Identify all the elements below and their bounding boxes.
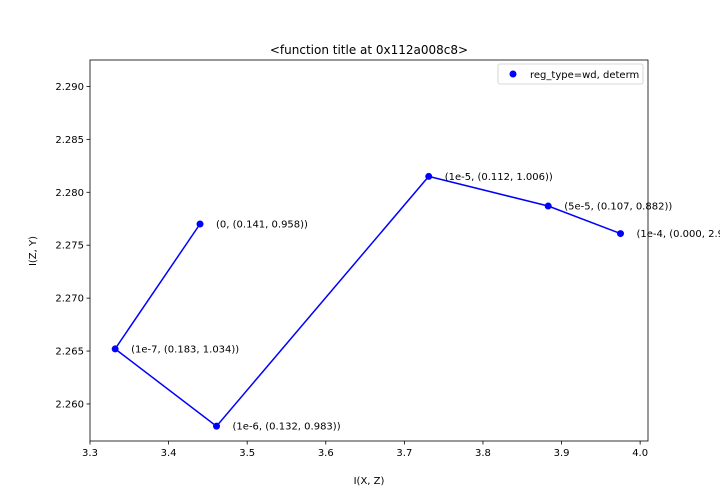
series-line (114, 175, 621, 428)
legend: reg_type=wd, determ (497, 63, 644, 85)
data-point (196, 220, 204, 228)
y-tick-label: 2.260 (55, 399, 84, 410)
point-annotation: (1e-6, (0.132, 0.983)) (233, 422, 341, 433)
y-tick-label: 2.285 (55, 135, 84, 146)
point-labels: (0, (0.141, 0.958)) (1e-7, (0.183, 1.034)… (131, 172, 720, 433)
x-tick-label: 3.3 (82, 448, 98, 459)
y-tick-label: 2.275 (55, 241, 84, 252)
x-axis: 3.3 3.4 3.5 3.6 3.7 3.8 3.9 4.0 (82, 441, 648, 459)
x-tick-label: 3.7 (396, 448, 412, 459)
y-tick-label: 2.290 (55, 82, 84, 93)
data-point (616, 230, 624, 238)
y-tick-label: 2.280 (55, 188, 84, 199)
data-point (425, 172, 433, 180)
point-annotation: (1e-7, (0.183, 1.034)) (131, 344, 239, 355)
y-tick-label: 2.265 (55, 347, 84, 358)
point-annotation: (1e-4, (0.000, 2.9 (636, 229, 720, 240)
axes-frame (89, 59, 649, 442)
x-tick-label: 3.4 (161, 448, 177, 459)
legend-entry-label: reg_type=wd, determ (530, 70, 639, 81)
x-tick-label: 4.0 (632, 448, 648, 459)
x-tick-label: 3.8 (475, 448, 491, 459)
point-annotation: (0, (0.141, 0.958)) (216, 220, 308, 231)
y-axis-label: I(Z, Y) (28, 236, 39, 266)
data-point (544, 202, 552, 210)
x-tick-label: 3.9 (554, 448, 570, 459)
series-points (111, 172, 624, 430)
data-point (111, 345, 119, 353)
point-annotation: (1e-5, (0.112, 1.006)) (445, 172, 553, 183)
x-axis-label: I(X, Z) (354, 476, 385, 487)
x-tick-label: 3.6 (318, 448, 334, 459)
series-lines (114, 175, 621, 428)
plot-area (89, 59, 649, 442)
x-tick-label: 3.5 (239, 448, 255, 459)
data-point (213, 422, 221, 430)
legend-box (497, 63, 644, 85)
legend-marker (509, 70, 517, 78)
point-annotation: (5e-5, (0.107, 0.882)) (564, 202, 672, 213)
chart-title: <function title at 0x112a008c8> (270, 43, 468, 57)
y-tick-label: 2.270 (55, 294, 84, 305)
y-axis: 2.260 2.265 2.270 2.275 2.280 2.285 2.290 (55, 82, 90, 410)
